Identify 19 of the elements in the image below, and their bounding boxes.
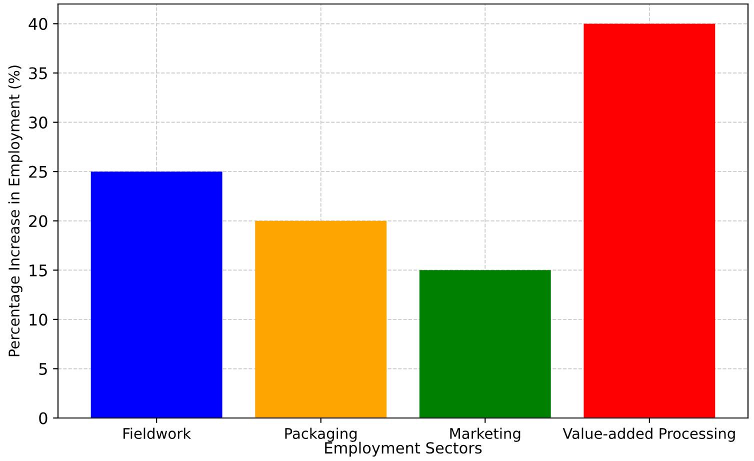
x-tick-label: Packaging bbox=[285, 428, 357, 442]
y-axis-title: Percentage Increase in Employment (%) bbox=[8, 66, 22, 356]
bar bbox=[255, 220, 387, 418]
y-tick-label: 15 bbox=[30, 264, 47, 276]
x-tick-label: Fieldwork bbox=[124, 428, 192, 440]
y-tick-label: 10 bbox=[30, 314, 48, 326]
y-tick-label: 5 bbox=[39, 363, 47, 376]
y-tick-label: 20 bbox=[29, 215, 48, 228]
bar bbox=[584, 24, 716, 418]
bar bbox=[90, 172, 222, 418]
x-tick-label: Marketing bbox=[450, 428, 520, 442]
y-tick-label: 0 bbox=[39, 412, 48, 424]
y-tick-label: 25 bbox=[29, 166, 47, 178]
bar bbox=[419, 270, 551, 418]
x-tick-label: Value-added Processing bbox=[562, 428, 735, 442]
x-axis-title: Employment Sectors bbox=[325, 442, 482, 457]
y-tick-label: 30 bbox=[29, 116, 48, 129]
y-tick-label: 35 bbox=[29, 67, 47, 80]
y-tick-label: 40 bbox=[28, 18, 48, 30]
